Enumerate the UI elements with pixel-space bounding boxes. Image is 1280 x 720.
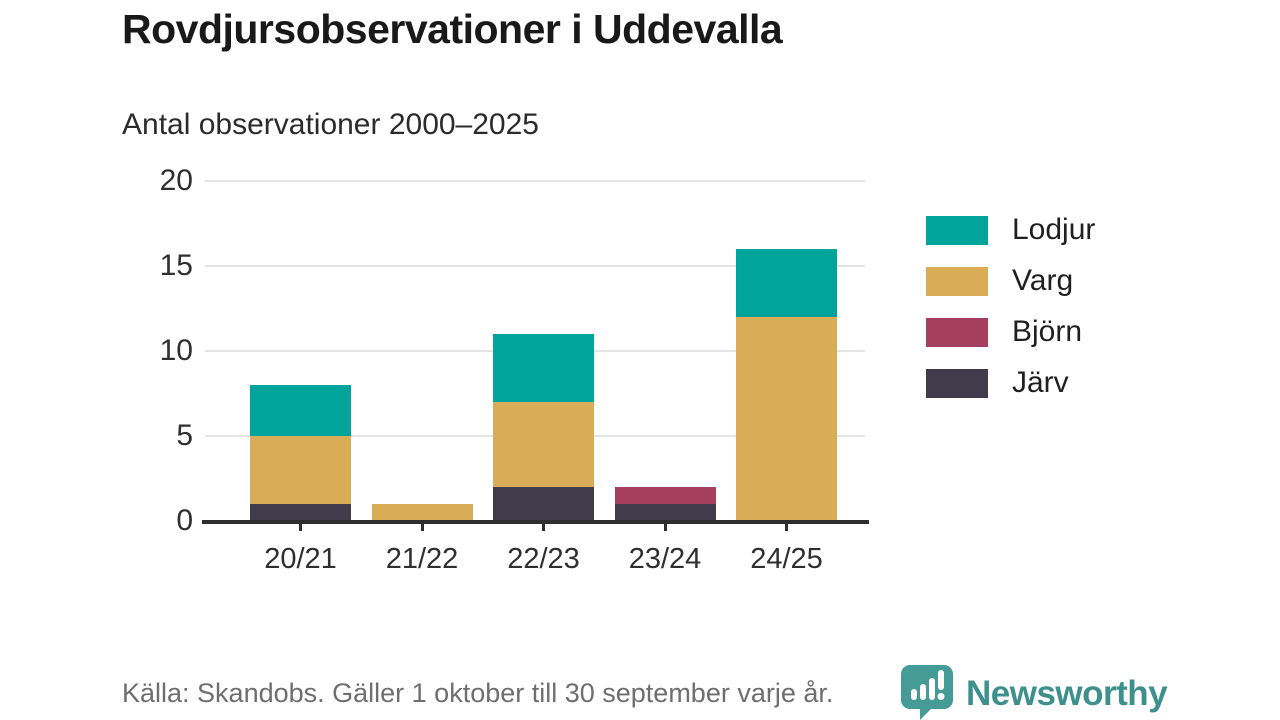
y-tick-label: 15 <box>159 249 193 282</box>
legend-item-Björn: Björn <box>926 315 1095 349</box>
x-axis-line <box>202 520 869 524</box>
bar-segment-Järv <box>493 487 594 521</box>
y-tick-label: 10 <box>159 334 193 367</box>
x-tick-mark <box>663 522 667 531</box>
x-tick-mark <box>542 522 545 531</box>
bar-24/25 <box>736 181 837 521</box>
bar-23/24 <box>614 181 716 521</box>
legend-label: Järv <box>1012 366 1069 399</box>
legend-item-Varg: Varg <box>926 264 1095 298</box>
bar-segment-Lodjur <box>493 334 594 402</box>
x-tick-label: 24/25 <box>750 543 823 575</box>
bar-segment-Björn <box>614 487 716 504</box>
bar-segment-Järv <box>250 504 351 521</box>
x-tick-label: 23/24 <box>628 543 702 575</box>
plot-area <box>202 180 869 524</box>
chart-title: Rovdjursobservationer i Uddevalla <box>122 6 783 52</box>
x-tick-label: 20/21 <box>264 543 337 575</box>
bar-segment-Varg <box>736 317 837 521</box>
y-tick-label: 5 <box>176 419 193 452</box>
bar-segment-Lodjur <box>250 385 351 436</box>
gridline <box>205 265 865 267</box>
x-tick-mark <box>785 522 788 531</box>
legend-label: Lodjur <box>1012 213 1096 246</box>
legend-label: Varg <box>1012 264 1074 297</box>
newsworthy-brand: Newsworthy <box>898 662 1168 720</box>
bar-22/23 <box>493 181 594 521</box>
bar-segment-Lodjur <box>736 249 837 317</box>
legend-swatch <box>926 368 988 398</box>
legend-swatch <box>926 215 988 245</box>
legend-item-Järv: Järv <box>926 366 1095 400</box>
x-tick-label: 21/22 <box>385 543 459 575</box>
gridline <box>205 180 865 182</box>
legend-swatch <box>926 266 988 296</box>
source-note: Källa: Skandobs. Gäller 1 oktober till 3… <box>122 678 834 708</box>
legend-item-Lodjur: Lodjur <box>926 213 1095 247</box>
bar-20/21 <box>250 181 351 521</box>
newsworthy-wordmark: Newsworthy <box>966 673 1168 713</box>
bar-segment-Varg <box>371 504 473 521</box>
legend-label: Björn <box>1012 315 1083 348</box>
x-tick-mark <box>299 522 302 531</box>
y-tick-label: 0 <box>176 504 193 537</box>
bar-segment-Varg <box>250 436 351 504</box>
newsworthy-logo-icon <box>898 662 956 720</box>
y-tick-label: 20 <box>159 164 193 197</box>
chart-subtitle: Antal observationer 2000–2025 <box>122 108 539 141</box>
legend-swatch <box>926 317 988 347</box>
x-tick-label: 22/23 <box>507 543 580 575</box>
legend: Lodjur Varg Björn Järv <box>926 213 1095 400</box>
bar-segment-Järv <box>614 504 716 521</box>
bar-segment-Varg <box>493 402 594 487</box>
x-tick-mark <box>420 522 424 531</box>
bar-21/22 <box>371 181 473 521</box>
